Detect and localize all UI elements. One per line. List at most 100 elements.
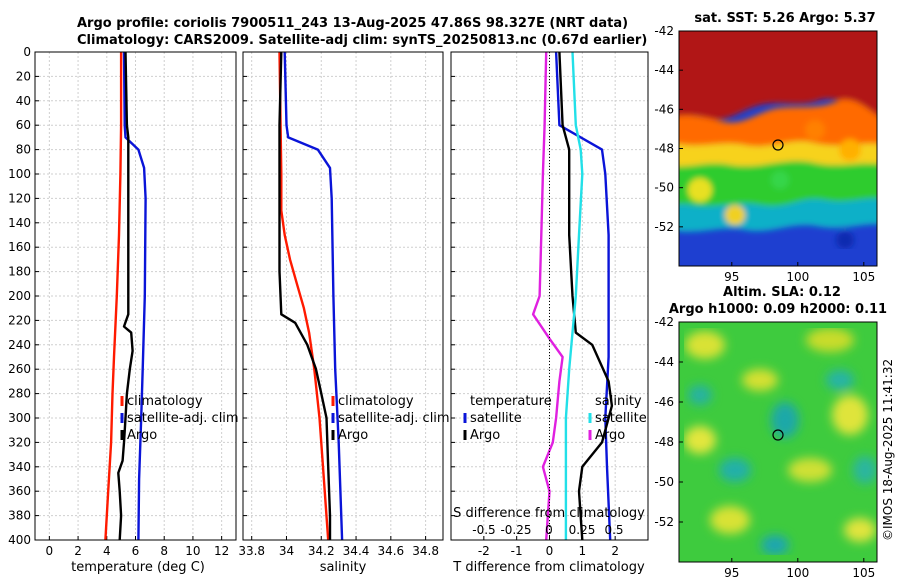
y-tick-label: 360 <box>8 484 31 498</box>
x-tick-label: 6 <box>132 544 140 558</box>
secondary-x-tick-label: 0 <box>545 523 553 537</box>
y-tick-label: 300 <box>8 411 31 425</box>
x-tick-label: 34.8 <box>412 544 439 558</box>
map-y-tick-label: -50 <box>654 475 674 489</box>
difference-panel: -2 -1 0 1 2 -0.5 -0.25 0 0.25 0.5 temperature satel… <box>450 51 649 575</box>
secondary-x-tick-label: 0.5 <box>604 523 623 537</box>
sla-map-title-line2: Argo h1000: 0.09 h2000: 0.11 <box>669 302 887 317</box>
salinity-panel: 33.8 34 34.2 34.4 34.6 34.8 climatology satelli… <box>238 51 450 575</box>
y-tick-label: 400 <box>8 533 31 547</box>
x-tick-label: 0 <box>46 544 54 558</box>
x-tick-label: 34.6 <box>377 544 404 558</box>
series-s-satellite <box>564 51 584 540</box>
temperature-panel: 0 2 4 6 8 10 120204060801001201401601802002202… <box>8 45 239 575</box>
map-y-tick-label: -48 <box>654 142 674 156</box>
series-climatology <box>104 52 123 541</box>
y-tick-label: 140 <box>8 216 31 230</box>
legend-entry: Argo <box>470 428 500 443</box>
y-tick-label: 100 <box>8 167 31 181</box>
legend-entry: satellite-adj. clim <box>127 411 239 426</box>
series-s-argo <box>531 51 564 541</box>
y-tick-label: 160 <box>8 240 31 254</box>
x-tick-label: 8 <box>160 544 168 558</box>
x-tick-label: 34.2 <box>308 544 335 558</box>
secondary-x-tick-label: -0.25 <box>500 523 531 537</box>
legend-entry: satellite <box>470 411 522 426</box>
y-tick-label: 20 <box>16 69 31 83</box>
series-satellite-adj-clim <box>122 51 147 541</box>
legend-entry: Argo <box>338 428 368 443</box>
x-tick-label: 4 <box>103 544 111 558</box>
y-tick-label: 120 <box>8 191 31 205</box>
map-y-tick-label: -42 <box>654 315 674 329</box>
secondary-x-tick-label: -0.5 <box>472 523 495 537</box>
series-satellite-adj-clim <box>283 51 344 541</box>
y-tick-label: 40 <box>16 94 31 108</box>
series-t-argo <box>558 51 614 541</box>
map-y-tick-label: -48 <box>654 435 674 449</box>
header-line2: Climatology: CARS2009. Satellite-adj cli… <box>77 33 647 48</box>
legend-entry: Argo <box>595 428 625 443</box>
x-tick-label: 33.8 <box>238 544 265 558</box>
x-tick-label: -1 <box>511 544 523 558</box>
sst-field <box>679 31 877 266</box>
legend-entry: climatology <box>338 394 414 409</box>
y-tick-label: 180 <box>8 265 31 279</box>
y-tick-label: 380 <box>8 509 31 523</box>
legend-title-salinity: salinity <box>595 394 642 409</box>
x-tick-label: 12 <box>214 544 229 558</box>
sla-map-title-line1: Altim. SLA: 0.12 <box>723 285 841 300</box>
legend-entry: satellite-adj. clim <box>338 411 450 426</box>
y-tick-label: 220 <box>8 313 31 327</box>
y-tick-label: 200 <box>8 289 31 303</box>
legend-entry: satellite <box>595 411 647 426</box>
x-tick-label: 34.4 <box>343 544 370 558</box>
map-x-tick-label: 100 <box>786 270 809 284</box>
map-y-tick-label: -52 <box>654 220 674 234</box>
map-x-tick-label: 95 <box>724 270 739 284</box>
sst-map-title: sat. SST: 5.26 Argo: 5.37 <box>694 11 875 26</box>
sla-map: Altim. SLA: 0.12 Argo h1000: 0.09 h2000:… <box>654 285 887 580</box>
y-tick-label: 240 <box>8 338 31 352</box>
map-y-tick-label: -42 <box>654 24 674 38</box>
x-tick-label: -2 <box>478 544 490 558</box>
map-x-tick-label: 105 <box>852 270 875 284</box>
x-tick-label: 34 <box>279 544 294 558</box>
map-x-tick-label: 105 <box>852 566 875 580</box>
sla-field <box>679 322 877 562</box>
legend-entry: climatology <box>127 394 203 409</box>
y-tick-label: 0 <box>23 45 31 59</box>
y-tick-label: 80 <box>16 143 31 157</box>
temperature-xlabel: temperature (deg C) <box>71 560 205 575</box>
series-climatology <box>278 51 330 541</box>
map-y-tick-label: -52 <box>654 515 674 529</box>
map-y-tick-label: -44 <box>654 63 674 77</box>
x-tick-label: 10 <box>185 544 200 558</box>
x-tick-label: 1 <box>579 544 587 558</box>
map-y-tick-label: -46 <box>654 102 674 116</box>
legend-title-temperature: temperature <box>470 394 552 409</box>
series-t-satellite <box>554 51 612 541</box>
y-tick-label: 340 <box>8 460 31 474</box>
y-tick-label: 60 <box>16 118 31 132</box>
x-tick-label: 2 <box>74 544 82 558</box>
salinity-xlabel: salinity <box>320 560 367 575</box>
header-line1: Argo profile: coriolis 7900511_243 13-Au… <box>77 16 628 31</box>
x-tick-label: 0 <box>546 544 554 558</box>
imos-credit: ©IMOS 18-Aug-2025 11:41:32 <box>881 359 895 541</box>
map-x-tick-label: 95 <box>724 566 739 580</box>
map-y-tick-label: -46 <box>654 395 674 409</box>
x-tick-label: 2 <box>611 544 619 558</box>
sst-argo-marker <box>772 139 784 151</box>
difference-xlabel: T difference from climatology <box>452 560 645 575</box>
map-x-tick-label: 100 <box>786 566 809 580</box>
y-tick-label: 280 <box>8 387 31 401</box>
secondary-x-tick-label: 0.25 <box>569 523 596 537</box>
series-argo <box>117 51 134 541</box>
y-tick-label: 260 <box>8 362 31 376</box>
difference-secondary-xlabel: S difference from climatology <box>453 506 645 521</box>
legend-entry: Argo <box>127 428 157 443</box>
y-tick-label: 320 <box>8 435 31 449</box>
sla-argo-marker <box>772 429 784 441</box>
